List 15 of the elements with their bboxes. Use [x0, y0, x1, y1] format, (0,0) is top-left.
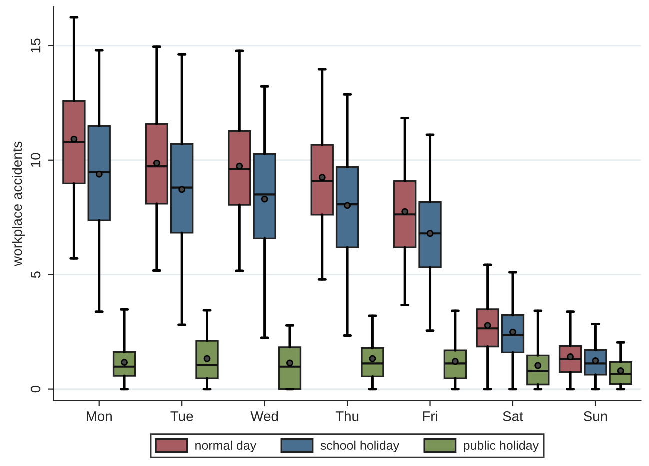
- legend-label: public holiday: [464, 440, 540, 453]
- x-tick-label: Mon: [86, 412, 112, 422]
- x-tick-label: Sat: [503, 412, 524, 422]
- legend-label: school holiday: [320, 440, 400, 453]
- y-tick-label: 5: [31, 272, 41, 278]
- y-axis-title: workplace accidents: [12, 142, 25, 266]
- x-tick-label: Wed: [250, 411, 278, 422]
- y-tick-label: 0: [30, 386, 41, 393]
- y-tick-label: 15: [31, 38, 41, 53]
- x-tick-label: Thu: [336, 411, 359, 422]
- x-tick-label: Sun: [584, 412, 608, 422]
- legend-label: normal day: [196, 440, 257, 453]
- y-tick-label: 10: [30, 153, 41, 168]
- x-tick-label: Fri: [423, 411, 438, 422]
- x-tick-label: Tue: [170, 412, 194, 422]
